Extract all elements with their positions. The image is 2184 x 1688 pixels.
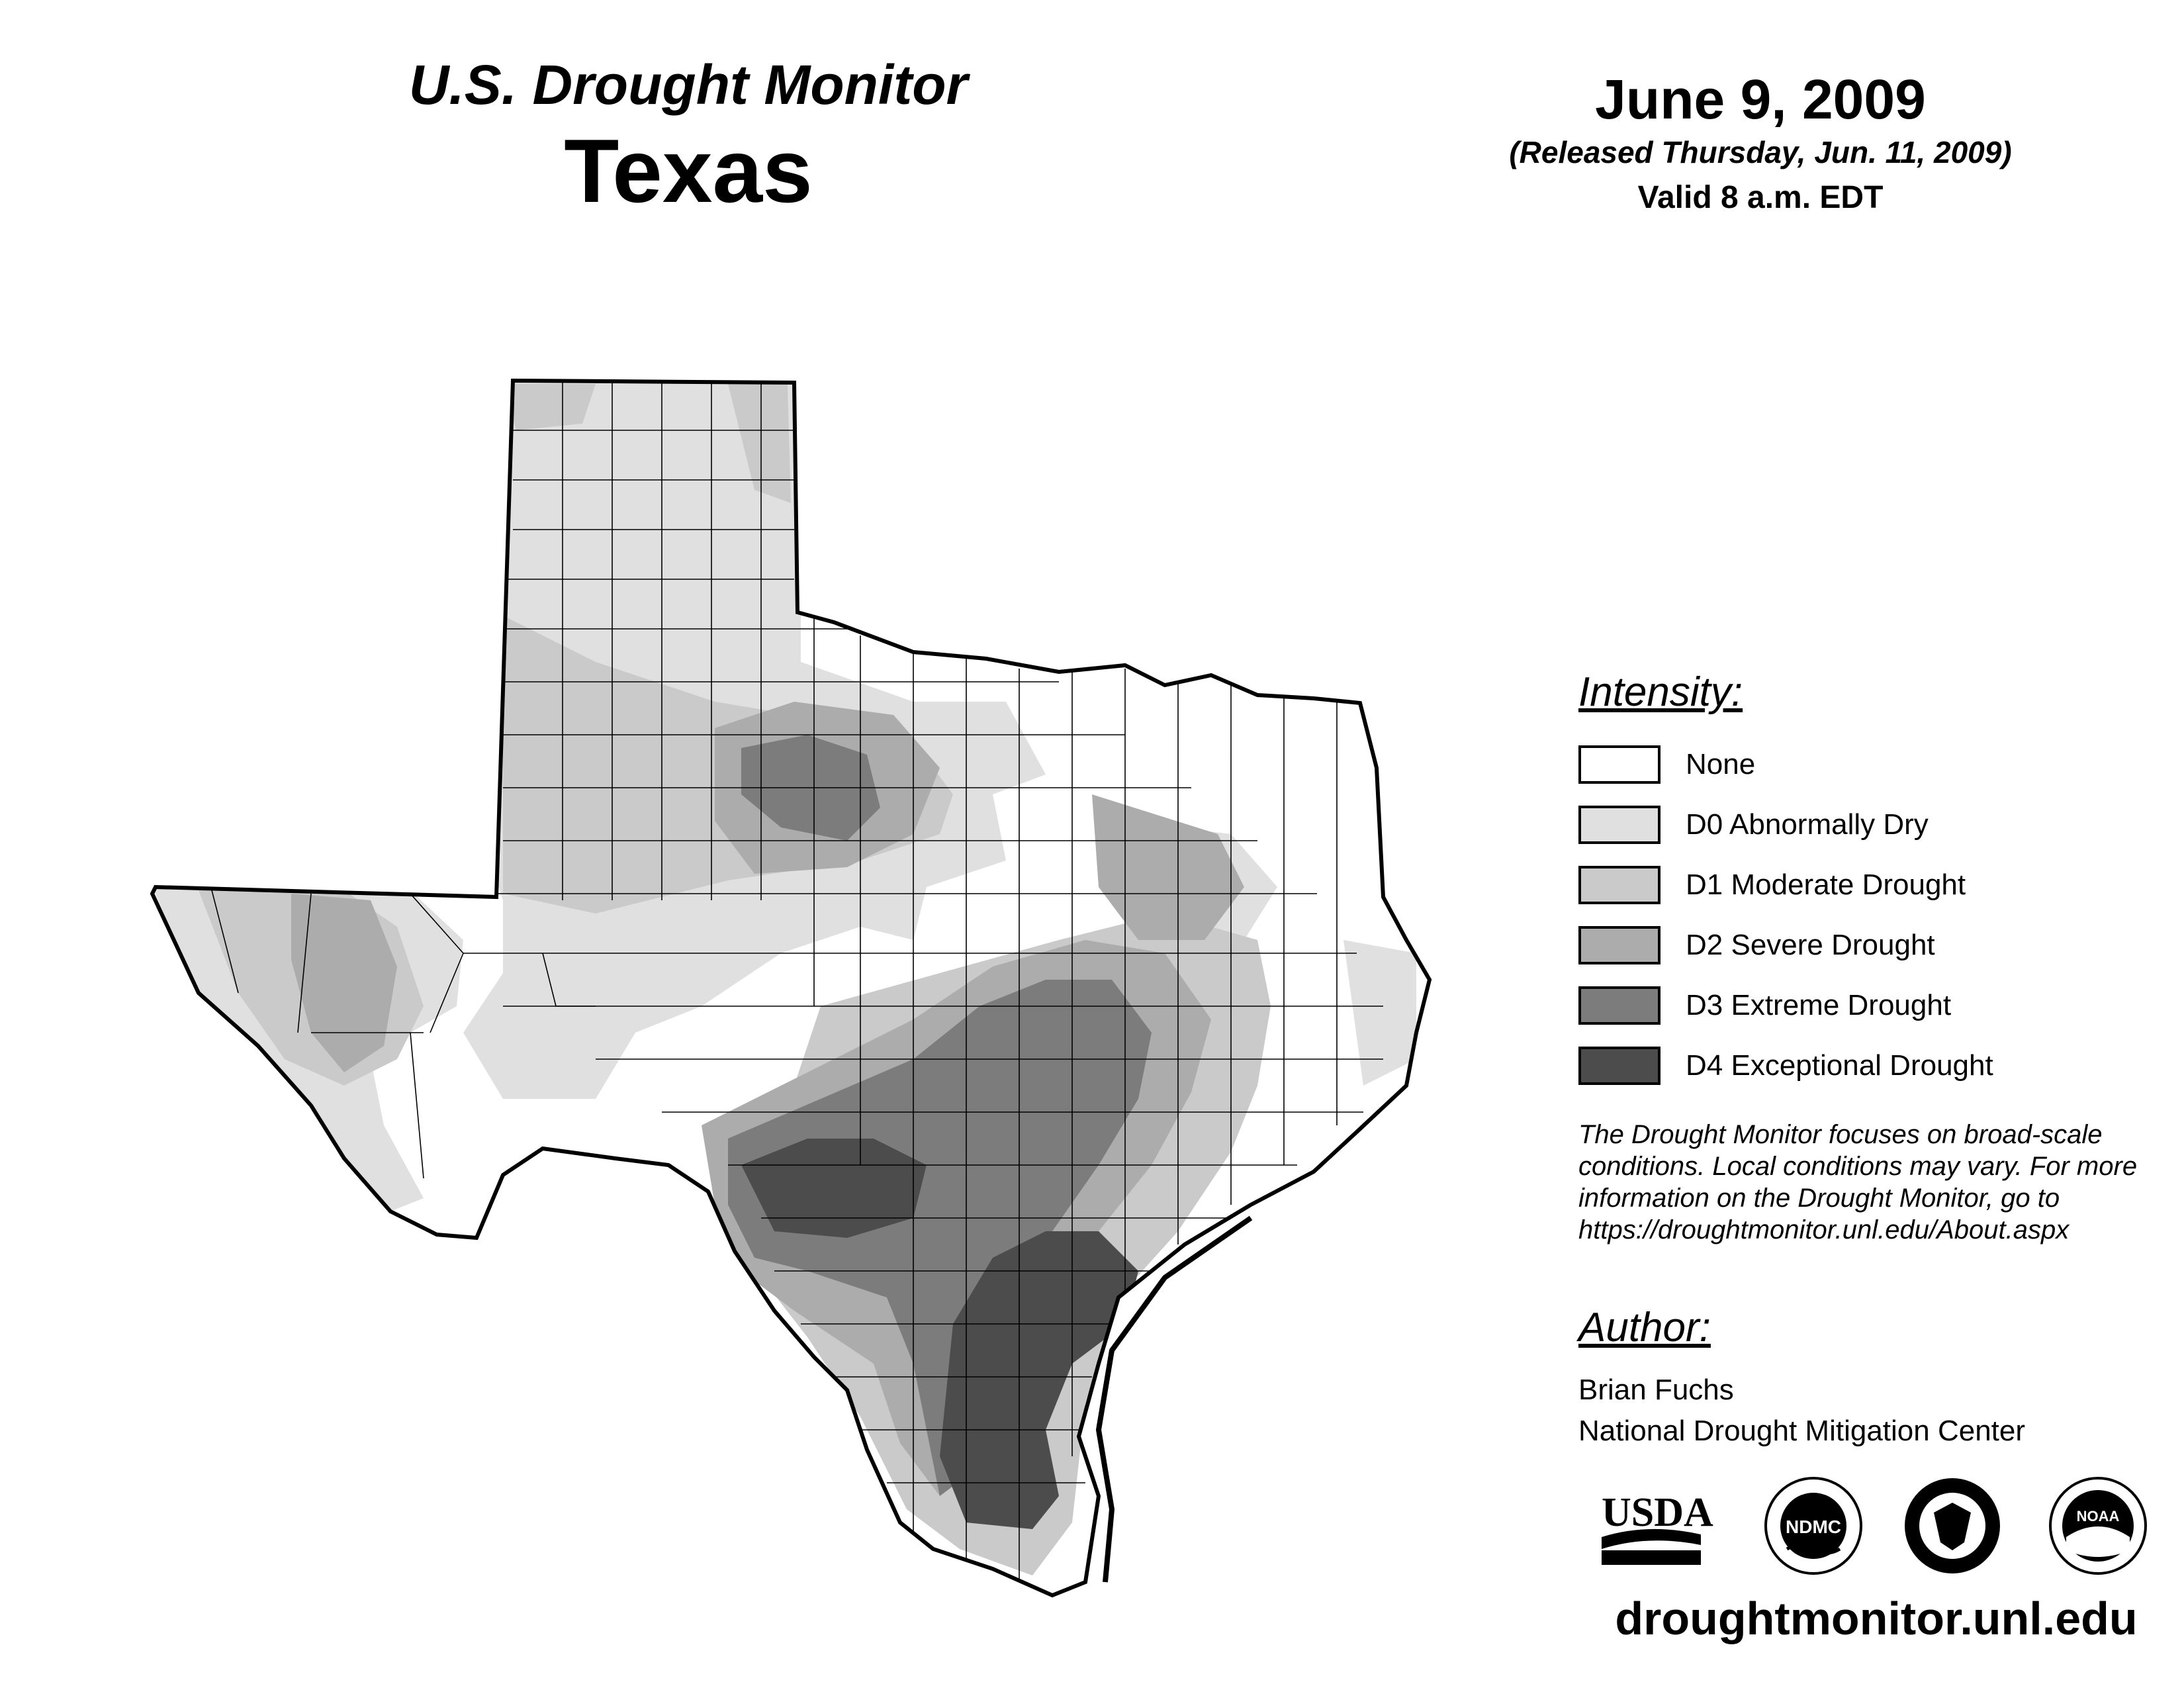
legend-swatch [1578, 925, 1661, 964]
legend-item: D4 Exceptional Drought [1578, 1035, 2174, 1096]
agency-logos: USDA NDMC NOAA [1602, 1477, 2147, 1575]
drought-zones [152, 381, 1430, 1595]
monitor-title: U.S. Drought Monitor [408, 54, 968, 116]
legend-label: D3 Extreme Drought [1686, 988, 1952, 1021]
author-block: Author: Brian Fuchs National Drought Mit… [1578, 1304, 2174, 1451]
svg-text:NDMC: NDMC [1786, 1517, 1841, 1537]
commerce-seal-logo [1905, 1478, 2000, 1573]
disclaimer-text: The Drought Monitor focuses on broad-sca… [1578, 1120, 2138, 1244]
author-org: National Drought Mitigation Center [1578, 1414, 2026, 1447]
texas-drought-map [150, 378, 1432, 1598]
texas-outline [150, 378, 1432, 1598]
legend-label: D2 Severe Drought [1686, 928, 1935, 961]
legend-swatch [1578, 986, 1661, 1025]
release-date: (Released Thursday, Jun. 11, 2009) [1509, 134, 2012, 169]
barrier-island [1095, 1215, 1253, 1583]
legend-swatch [1578, 805, 1661, 844]
author-heading: Author: [1578, 1305, 1711, 1350]
legend-swatch [1578, 745, 1661, 784]
legend-swatch [1578, 865, 1661, 904]
legend: Intensity: None D0 Abnormally Dry D1 Mod… [1578, 669, 2174, 1096]
d4-zone [741, 1139, 1138, 1529]
author-name: Brian Fuchs [1578, 1374, 1734, 1406]
map-date: June 9, 2009 [1595, 68, 1926, 130]
usda-logo: USDA [1602, 1490, 1713, 1565]
legend-heading: Intensity: [1578, 669, 1743, 715]
legend-label: None [1686, 747, 1756, 780]
legend-label: D1 Moderate Drought [1686, 868, 1966, 901]
legend-item: D1 Moderate Drought [1578, 855, 2174, 915]
legend-item: D3 Extreme Drought [1578, 975, 2174, 1035]
svg-text:NOAA: NOAA [2077, 1508, 2120, 1524]
site-url[interactable]: droughtmonitor.unl.edu [1615, 1593, 2138, 1644]
state-title: Texas [564, 120, 813, 221]
legend-item: None [1578, 734, 2174, 794]
noaa-logo: NOAA [2049, 1477, 2147, 1575]
legend-swatch [1578, 1046, 1661, 1085]
date-block: June 9, 2009 (Released Thursday, Jun. 11… [1423, 66, 2098, 223]
title-block: U.S. Drought Monitor Texas [298, 53, 1079, 225]
legend-label: D0 Abnormally Dry [1686, 808, 1929, 841]
county-lines [211, 381, 1383, 1582]
svg-text:USDA: USDA [1602, 1490, 1713, 1535]
ndmc-logo: NDMC [1764, 1477, 1862, 1575]
legend-label: D4 Exceptional Drought [1686, 1049, 1993, 1082]
legend-item: D2 Severe Drought [1578, 915, 2174, 975]
valid-time: Valid 8 a.m. EDT [1637, 179, 1884, 215]
legend-item: D0 Abnormally Dry [1578, 794, 2174, 855]
